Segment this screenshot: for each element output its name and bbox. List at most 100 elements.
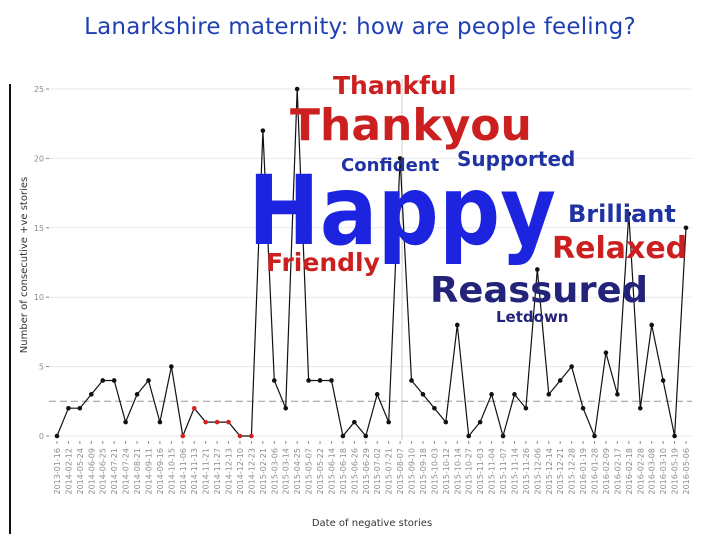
x-tick-label: 2014-11-06	[179, 448, 188, 495]
x-tick-label: 2015-10-12	[442, 448, 451, 495]
x-tick-label: 2015-11-03	[476, 448, 485, 495]
x-tick-label: 2014-05-24	[76, 448, 85, 495]
x-tick-label: 2015-05-07	[305, 448, 314, 495]
word-supported: Supported	[457, 147, 575, 171]
x-tick-label: 2015-08-07	[396, 448, 405, 495]
x-tick-label: 2015-07-21	[385, 448, 394, 495]
data-point	[191, 405, 197, 411]
data-point	[77, 405, 83, 411]
word-brilliant: Brilliant	[568, 200, 676, 228]
x-tick-label: 2015-05-22	[316, 448, 325, 495]
x-tick-label: 2015-11-07	[499, 448, 508, 495]
data-point	[660, 378, 666, 383]
x-axis-ticks: 2013-01-16 2014-02-12 2014-05-24 2014-06-09…	[53, 441, 691, 495]
word-letdown: Letdown	[496, 308, 568, 326]
data-point	[363, 433, 369, 439]
x-tick-label: 2015-10-27	[465, 448, 474, 495]
x-tick-label: 2015-10-14	[453, 448, 462, 495]
y-tick-label: 25	[34, 85, 44, 94]
x-tick-label: 2014-02-12	[64, 448, 73, 495]
x-tick-label: 2014-08-21	[133, 448, 142, 495]
x-tick-label: 2014-12-10	[236, 448, 245, 495]
x-tick-label: 2015-11-04	[488, 448, 497, 495]
x-tick-label: 2016-05-06	[682, 448, 691, 495]
x-tick-label: 2015-04-25	[293, 448, 302, 495]
x-tick-label: 2014-06-09	[87, 448, 96, 495]
data-point	[374, 392, 380, 397]
data-point	[271, 378, 277, 383]
word-reassured: Reassured	[430, 270, 648, 311]
y-tick-label: 15	[34, 224, 44, 233]
x-tick-label: 2016-02-17	[613, 448, 622, 495]
x-tick-label: 2015-06-26	[350, 448, 359, 495]
x-tick-label: 2015-11-14	[510, 448, 519, 495]
data-point	[100, 378, 106, 383]
x-tick-label: 2015-12-06	[533, 448, 542, 495]
x-tick-label: 2014-12-23	[247, 448, 256, 495]
x-tick-label: 2015-06-18	[339, 448, 348, 495]
x-tick-label: 2015-11-26	[522, 448, 531, 495]
data-point	[203, 419, 208, 425]
page-title: Lanarkshire maternity: how are people fe…	[84, 14, 636, 40]
word-friendly: Friendly	[266, 248, 380, 277]
data-point	[500, 433, 506, 439]
data-point	[294, 86, 300, 92]
data-point	[454, 322, 460, 328]
x-tick-label: 2016-02-09	[602, 448, 611, 495]
data-point	[512, 392, 517, 397]
y-tick-label: 20	[34, 154, 44, 163]
word-confident: Confident	[341, 155, 440, 176]
x-tick-label: 2015-06-14	[327, 448, 336, 495]
x-tick-label: 2014-09-16	[156, 448, 165, 495]
series-line	[56, 88, 687, 439]
data-point	[111, 378, 117, 383]
data-point	[523, 405, 529, 411]
x-tick-label: 2015-02-21	[259, 448, 268, 495]
x-tick-label: 2013-01-16	[53, 448, 62, 495]
data-point	[592, 433, 597, 439]
data-point	[214, 419, 220, 425]
data-point	[226, 419, 231, 425]
data-point	[169, 364, 174, 369]
data-point	[409, 378, 414, 383]
x-tick-label: 2014-07-21	[110, 448, 119, 495]
data-point	[420, 392, 426, 397]
data-point	[672, 433, 677, 439]
word-relaxed: Relaxed	[552, 231, 687, 266]
data-point	[66, 405, 71, 411]
x-tick-label: 2016-01-28	[591, 448, 600, 495]
data-point	[535, 267, 540, 272]
word-thankyou: Thankyou	[290, 100, 532, 151]
x-tick-label: 2014-09-11	[144, 448, 153, 495]
y-tick-label: 5	[39, 363, 44, 372]
data-point	[340, 433, 346, 439]
data-point	[237, 433, 243, 439]
data-point	[329, 378, 334, 383]
data-point	[89, 392, 94, 397]
series-polyline	[56, 88, 687, 439]
series-points	[54, 86, 689, 439]
data-point	[352, 419, 357, 425]
word-happy: Happy	[248, 155, 556, 267]
x-tick-label: 2016-03-08	[648, 448, 657, 495]
y-axis-ticks: 0 5 10 15 20 25	[34, 85, 49, 441]
data-point	[54, 433, 60, 439]
data-point	[283, 405, 289, 411]
x-tick-label: 2015-10-03	[430, 448, 439, 495]
data-point	[557, 378, 563, 383]
x-tick-label: 2014-11-27	[213, 448, 222, 495]
left-border-rule	[9, 84, 11, 534]
x-tick-label: 2015-12-28	[568, 448, 577, 495]
x-tick-label: 2015-09-18	[419, 448, 428, 495]
x-tick-label: 2015-12-14	[545, 448, 554, 495]
data-point	[649, 322, 654, 328]
x-tick-label: 2015-09-10	[408, 448, 417, 495]
data-point	[157, 419, 163, 425]
data-point	[397, 156, 403, 161]
data-point	[477, 419, 483, 425]
x-tick-label: 2016-02-28	[636, 448, 645, 495]
y-tick-label: 10	[34, 293, 44, 302]
x-tick-label: 2015-03-06	[270, 448, 279, 495]
data-point	[134, 392, 140, 397]
